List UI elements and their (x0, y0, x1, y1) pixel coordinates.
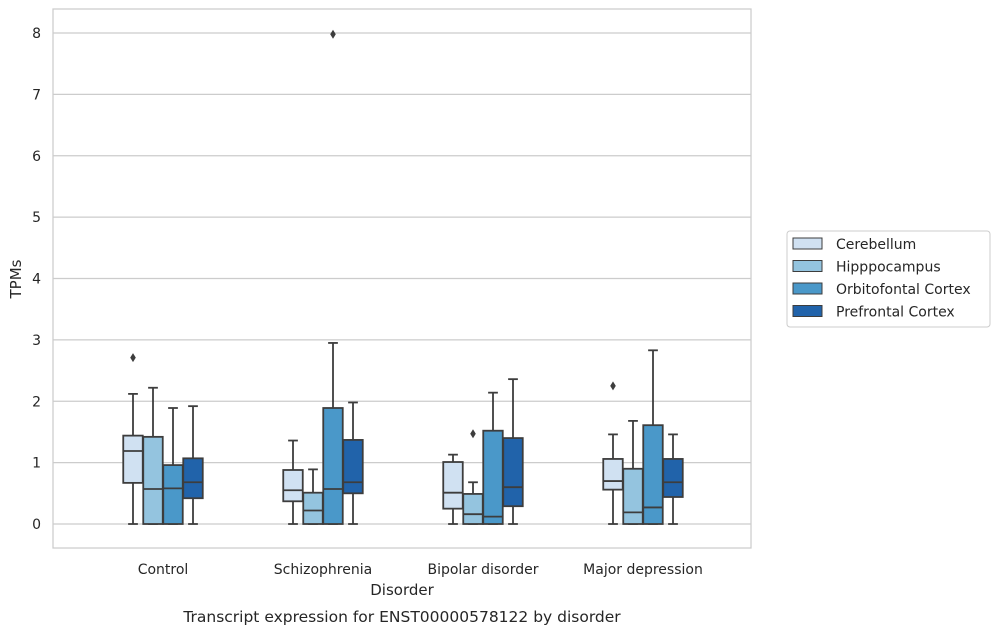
legend-frame (786, 230, 991, 328)
box-cerebellum (602, 381, 624, 525)
legend-label: Hipppocampus (836, 260, 941, 276)
legend-swatch (792, 237, 823, 250)
x-axis-label: Disorder (370, 581, 434, 599)
plot-area-frame (52, 8, 752, 549)
outlier-point (130, 353, 136, 363)
y-tick-label: 7 (32, 87, 41, 103)
x-tick-label: Bipolar disorder (427, 562, 538, 578)
outlier-point (330, 29, 336, 39)
y-tick-label: 6 (32, 149, 41, 165)
box-prefrontal-cortex (662, 433, 684, 525)
box-body (342, 439, 364, 495)
box-body (282, 469, 304, 503)
box-hipppocampus (622, 419, 644, 525)
y-tick-label: 4 (32, 272, 41, 288)
box-hipppocampus (302, 468, 324, 525)
y-tick-label: 2 (32, 394, 41, 410)
box-hipppocampus (142, 386, 164, 525)
box-hipppocampus (462, 429, 484, 525)
box-body (162, 464, 184, 525)
box-body (322, 407, 344, 525)
x-tick-label: Schizophrenia (274, 562, 372, 578)
outlier-point (610, 381, 616, 391)
box-body (302, 491, 324, 525)
box-orbitofontal-cortex (482, 391, 504, 525)
box-prefrontal-cortex (182, 405, 204, 525)
box-orbitofontal-cortex (322, 29, 344, 525)
box-body (502, 437, 524, 508)
y-axis-ticks: 0 1 2 3 4 5 6 7 8 (32, 26, 41, 533)
box-body (442, 461, 464, 510)
y-tick-label: 0 (32, 517, 41, 533)
box-body (462, 493, 484, 525)
y-tick-label: 5 (32, 210, 41, 226)
box-series (122, 29, 684, 525)
y-axis-label: TPMs (7, 259, 25, 299)
grid-lines (53, 32, 751, 525)
box-body (622, 467, 644, 525)
legend-swatch (792, 260, 823, 272)
legend-label: Orbitofontal Cortex (836, 282, 971, 298)
legend-swatch (792, 282, 823, 295)
box-body (602, 458, 624, 491)
box-body (142, 435, 164, 525)
legend: Cerebellum Hipppocampus Orbitofontal Corte… (786, 230, 991, 328)
box-prefrontal-cortex (502, 378, 524, 525)
box-body (122, 434, 144, 484)
box-cerebellum (122, 353, 144, 525)
legend-label: Cerebellum (836, 237, 916, 253)
box-body (182, 457, 204, 500)
x-axis-ticks: Control Schizophrenia Bipolar disorder Majo… (138, 562, 703, 578)
box-orbitofontal-cortex (162, 407, 184, 525)
x-tick-label: Major depression (583, 562, 703, 578)
y-tick-label: 3 (32, 333, 41, 349)
box-body (642, 424, 664, 525)
chart-caption: Transcript expression for ENST0000057812… (182, 608, 621, 626)
box-body (482, 429, 504, 525)
legend-swatch (792, 305, 823, 317)
box-orbitofontal-cortex (642, 349, 664, 525)
y-tick-label: 8 (32, 26, 41, 42)
box-body (662, 458, 684, 498)
box-prefrontal-cortex (342, 401, 364, 525)
outlier-point (470, 429, 476, 439)
legend-label: Prefrontal Cortex (836, 305, 955, 321)
x-tick-label: Control (138, 562, 189, 578)
y-tick-label: 1 (32, 456, 41, 472)
box-cerebellum (442, 453, 464, 525)
box-cerebellum (282, 439, 304, 525)
